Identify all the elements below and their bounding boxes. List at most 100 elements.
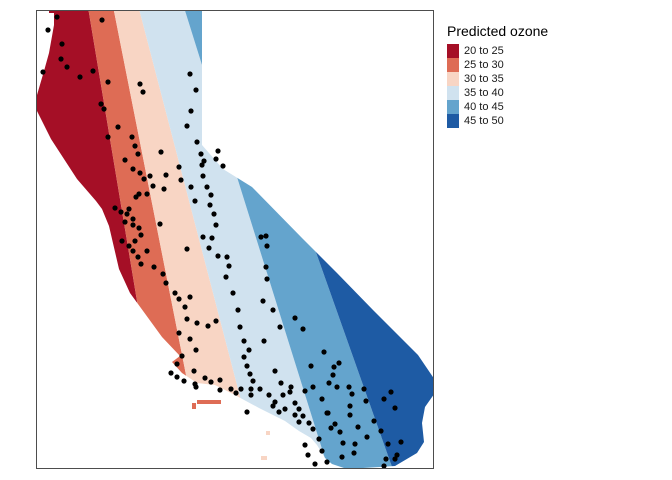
monitoring-point[interactable] (208, 379, 214, 385)
monitoring-point[interactable] (137, 170, 143, 176)
monitoring-point[interactable] (248, 392, 254, 398)
monitoring-point[interactable] (45, 27, 51, 33)
monitoring-point[interactable] (215, 253, 221, 259)
monitoring-point[interactable] (266, 392, 272, 398)
monitoring-point[interactable] (124, 211, 130, 217)
monitoring-point[interactable] (138, 232, 144, 238)
monitoring-point[interactable] (257, 386, 263, 392)
monitoring-point[interactable] (339, 454, 345, 460)
monitoring-point[interactable] (130, 222, 136, 228)
monitoring-point[interactable] (383, 456, 389, 462)
monitoring-point[interactable] (272, 368, 278, 374)
monitoring-point[interactable] (122, 219, 128, 225)
monitoring-point[interactable] (276, 409, 282, 415)
monitoring-point[interactable] (208, 192, 214, 198)
monitoring-point[interactable] (132, 238, 138, 244)
monitoring-point[interactable] (144, 248, 150, 254)
monitoring-point[interactable] (270, 403, 276, 409)
monitoring-point[interactable] (300, 326, 306, 332)
monitoring-point[interactable] (272, 399, 278, 405)
monitoring-point[interactable] (202, 375, 208, 381)
monitoring-point[interactable] (316, 436, 322, 442)
monitoring-point[interactable] (248, 386, 254, 392)
monitoring-point[interactable] (328, 425, 334, 431)
monitoring-point[interactable] (261, 338, 267, 344)
monitoring-point[interactable] (176, 330, 182, 336)
monitoring-point[interactable] (130, 216, 136, 222)
monitoring-point[interactable] (241, 338, 247, 344)
monitoring-point[interactable] (105, 79, 111, 85)
monitoring-point[interactable] (194, 139, 200, 145)
monitoring-point[interactable] (141, 176, 147, 182)
monitoring-point[interactable] (331, 364, 337, 370)
monitoring-point[interactable] (308, 363, 314, 369)
monitoring-point[interactable] (161, 186, 167, 192)
monitoring-point[interactable] (150, 183, 156, 189)
monitoring-point[interactable] (98, 101, 104, 107)
monitoring-point[interactable] (312, 461, 318, 467)
monitoring-point[interactable] (347, 403, 353, 409)
monitoring-point[interactable] (230, 290, 236, 296)
monitoring-point[interactable] (228, 386, 234, 392)
monitoring-point[interactable] (40, 69, 46, 75)
monitoring-point[interactable] (178, 177, 184, 183)
monitoring-point[interactable] (135, 254, 141, 260)
monitoring-point[interactable] (241, 354, 247, 360)
monitoring-point[interactable] (381, 396, 387, 402)
monitoring-point[interactable] (363, 398, 369, 404)
monitoring-point[interactable] (77, 74, 83, 80)
monitoring-point[interactable] (112, 205, 118, 211)
monitoring-point[interactable] (302, 442, 308, 448)
monitoring-point[interactable] (246, 347, 252, 353)
monitoring-point[interactable] (277, 324, 283, 330)
monitoring-point[interactable] (200, 234, 206, 240)
monitoring-point[interactable] (140, 89, 146, 95)
monitoring-point[interactable] (319, 448, 325, 454)
monitoring-point[interactable] (207, 202, 213, 208)
monitoring-point[interactable] (287, 389, 293, 395)
monitoring-point[interactable] (126, 206, 132, 212)
monitoring-point[interactable] (398, 439, 404, 445)
monitoring-point[interactable] (340, 440, 346, 446)
monitoring-point[interactable] (292, 315, 298, 321)
monitoring-point[interactable] (105, 134, 111, 140)
monitoring-point[interactable] (184, 316, 190, 322)
monitoring-point[interactable] (182, 304, 188, 310)
monitoring-point[interactable] (215, 148, 221, 154)
monitoring-point[interactable] (306, 420, 312, 426)
monitoring-point[interactable] (364, 434, 370, 440)
monitoring-point[interactable] (213, 156, 219, 162)
monitoring-point[interactable] (144, 191, 150, 197)
monitoring-point[interactable] (296, 419, 302, 425)
monitoring-point[interactable] (181, 378, 187, 384)
monitoring-point[interactable] (296, 406, 302, 412)
monitoring-point[interactable] (193, 87, 199, 93)
monitoring-point[interactable] (138, 261, 144, 267)
monitoring-point[interactable] (264, 276, 270, 282)
monitoring-point[interactable] (54, 14, 60, 20)
monitoring-point[interactable] (330, 372, 336, 378)
monitoring-point[interactable] (371, 418, 377, 424)
monitoring-point[interactable] (263, 233, 269, 239)
monitoring-point[interactable] (176, 164, 182, 170)
monitoring-point[interactable] (184, 246, 190, 252)
monitoring-point[interactable] (119, 238, 125, 244)
monitoring-point[interactable] (263, 264, 269, 270)
monitoring-point[interactable] (220, 163, 226, 169)
monitoring-point[interactable] (258, 234, 264, 240)
monitoring-point[interactable] (188, 184, 194, 190)
monitoring-point[interactable] (118, 209, 124, 215)
monitoring-point[interactable] (324, 410, 330, 416)
monitoring-point[interactable] (157, 221, 163, 227)
map-panel[interactable] (36, 10, 434, 469)
monitoring-point[interactable] (324, 459, 330, 465)
monitoring-point[interactable] (135, 151, 141, 157)
monitoring-point[interactable] (198, 151, 204, 157)
monitoring-point[interactable] (346, 384, 352, 390)
monitoring-point[interactable] (347, 412, 353, 418)
monitoring-point[interactable] (187, 294, 193, 300)
monitoring-point[interactable] (101, 106, 107, 112)
monitoring-point[interactable] (392, 405, 398, 411)
monitoring-point[interactable] (209, 235, 215, 241)
monitoring-point[interactable] (187, 71, 193, 77)
